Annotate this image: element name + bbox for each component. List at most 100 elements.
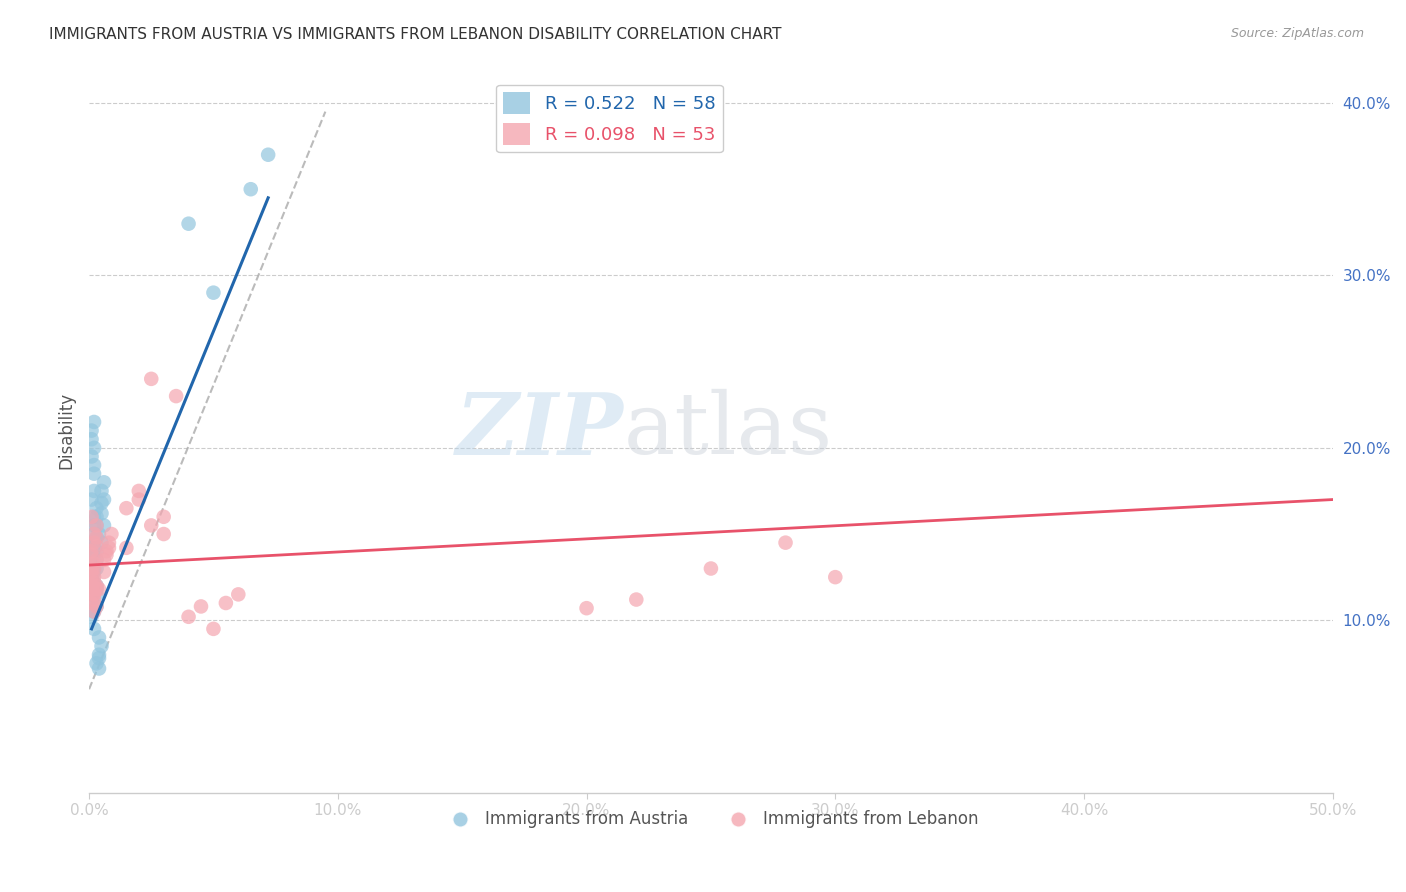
Point	[86, 599, 108, 614]
Point	[177, 217, 200, 231]
Point	[93, 475, 115, 490]
Point	[80, 609, 103, 624]
Text: ZIP: ZIP	[456, 389, 624, 473]
Point	[80, 582, 103, 597]
Point	[165, 389, 187, 403]
Point	[190, 599, 212, 614]
Point	[86, 657, 108, 671]
Point	[83, 557, 105, 571]
Point	[83, 605, 105, 619]
Point	[83, 415, 105, 429]
Point	[93, 565, 115, 579]
Point	[115, 501, 138, 516]
Point	[80, 450, 103, 464]
Point	[80, 424, 103, 438]
Point	[86, 509, 108, 524]
Point	[86, 531, 108, 545]
Point	[83, 575, 105, 590]
Point	[98, 541, 121, 555]
Point	[86, 518, 108, 533]
Point	[98, 535, 121, 549]
Point	[83, 587, 105, 601]
Point	[96, 544, 118, 558]
Point	[83, 561, 105, 575]
Point	[83, 575, 105, 590]
Point	[80, 432, 103, 446]
Point	[80, 587, 103, 601]
Point	[80, 570, 103, 584]
Point	[86, 582, 108, 597]
Point	[86, 587, 108, 601]
Legend: Immigrants from Austria, Immigrants from Lebanon: Immigrants from Austria, Immigrants from…	[436, 804, 986, 835]
Point	[86, 518, 108, 533]
Point	[83, 509, 105, 524]
Point	[86, 582, 108, 597]
Point	[83, 605, 105, 619]
Point	[80, 548, 103, 562]
Point	[86, 579, 108, 593]
Point	[80, 596, 103, 610]
Point	[215, 596, 238, 610]
Point	[100, 527, 122, 541]
Text: atlas: atlas	[624, 389, 832, 472]
Point	[83, 535, 105, 549]
Point	[86, 501, 108, 516]
Point	[86, 544, 108, 558]
Point	[83, 527, 105, 541]
Point	[80, 492, 103, 507]
Point	[202, 622, 225, 636]
Point	[83, 527, 105, 541]
Point	[87, 527, 110, 541]
Point	[824, 570, 846, 584]
Point	[83, 544, 105, 558]
Point	[87, 648, 110, 662]
Point	[83, 535, 105, 549]
Point	[83, 587, 105, 601]
Point	[141, 518, 163, 533]
Point	[83, 561, 105, 575]
Point	[80, 548, 103, 562]
Point	[80, 544, 103, 558]
Point	[90, 506, 112, 520]
Point	[90, 496, 112, 510]
Point	[80, 553, 103, 567]
Point	[86, 531, 108, 545]
Point	[626, 592, 648, 607]
Point	[86, 599, 108, 614]
Point	[87, 651, 110, 665]
Point	[86, 553, 108, 567]
Point	[83, 467, 105, 481]
Point	[83, 441, 105, 455]
Point	[80, 535, 103, 549]
Point	[80, 558, 103, 572]
Point	[80, 509, 103, 524]
Point	[700, 561, 723, 575]
Point	[93, 518, 115, 533]
Point	[83, 483, 105, 498]
Point	[83, 592, 105, 607]
Point	[177, 609, 200, 624]
Point	[80, 579, 103, 593]
Point	[96, 548, 118, 562]
Text: IMMIGRANTS FROM AUSTRIA VS IMMIGRANTS FROM LEBANON DISABILITY CORRELATION CHART: IMMIGRANTS FROM AUSTRIA VS IMMIGRANTS FR…	[49, 27, 782, 42]
Point	[86, 553, 108, 567]
Point	[226, 587, 249, 601]
Point	[86, 561, 108, 575]
Point	[83, 518, 105, 533]
Point	[80, 561, 103, 575]
Point	[90, 639, 112, 653]
Point	[128, 492, 150, 507]
Point	[83, 570, 105, 584]
Point	[90, 483, 112, 498]
Point	[87, 661, 110, 675]
Point	[80, 570, 103, 584]
Point	[257, 147, 280, 161]
Point	[80, 592, 103, 607]
Point	[93, 553, 115, 567]
Point	[128, 483, 150, 498]
Point	[80, 570, 103, 584]
Point	[87, 582, 110, 597]
Point	[115, 541, 138, 555]
Point	[83, 458, 105, 472]
Point	[575, 601, 598, 615]
